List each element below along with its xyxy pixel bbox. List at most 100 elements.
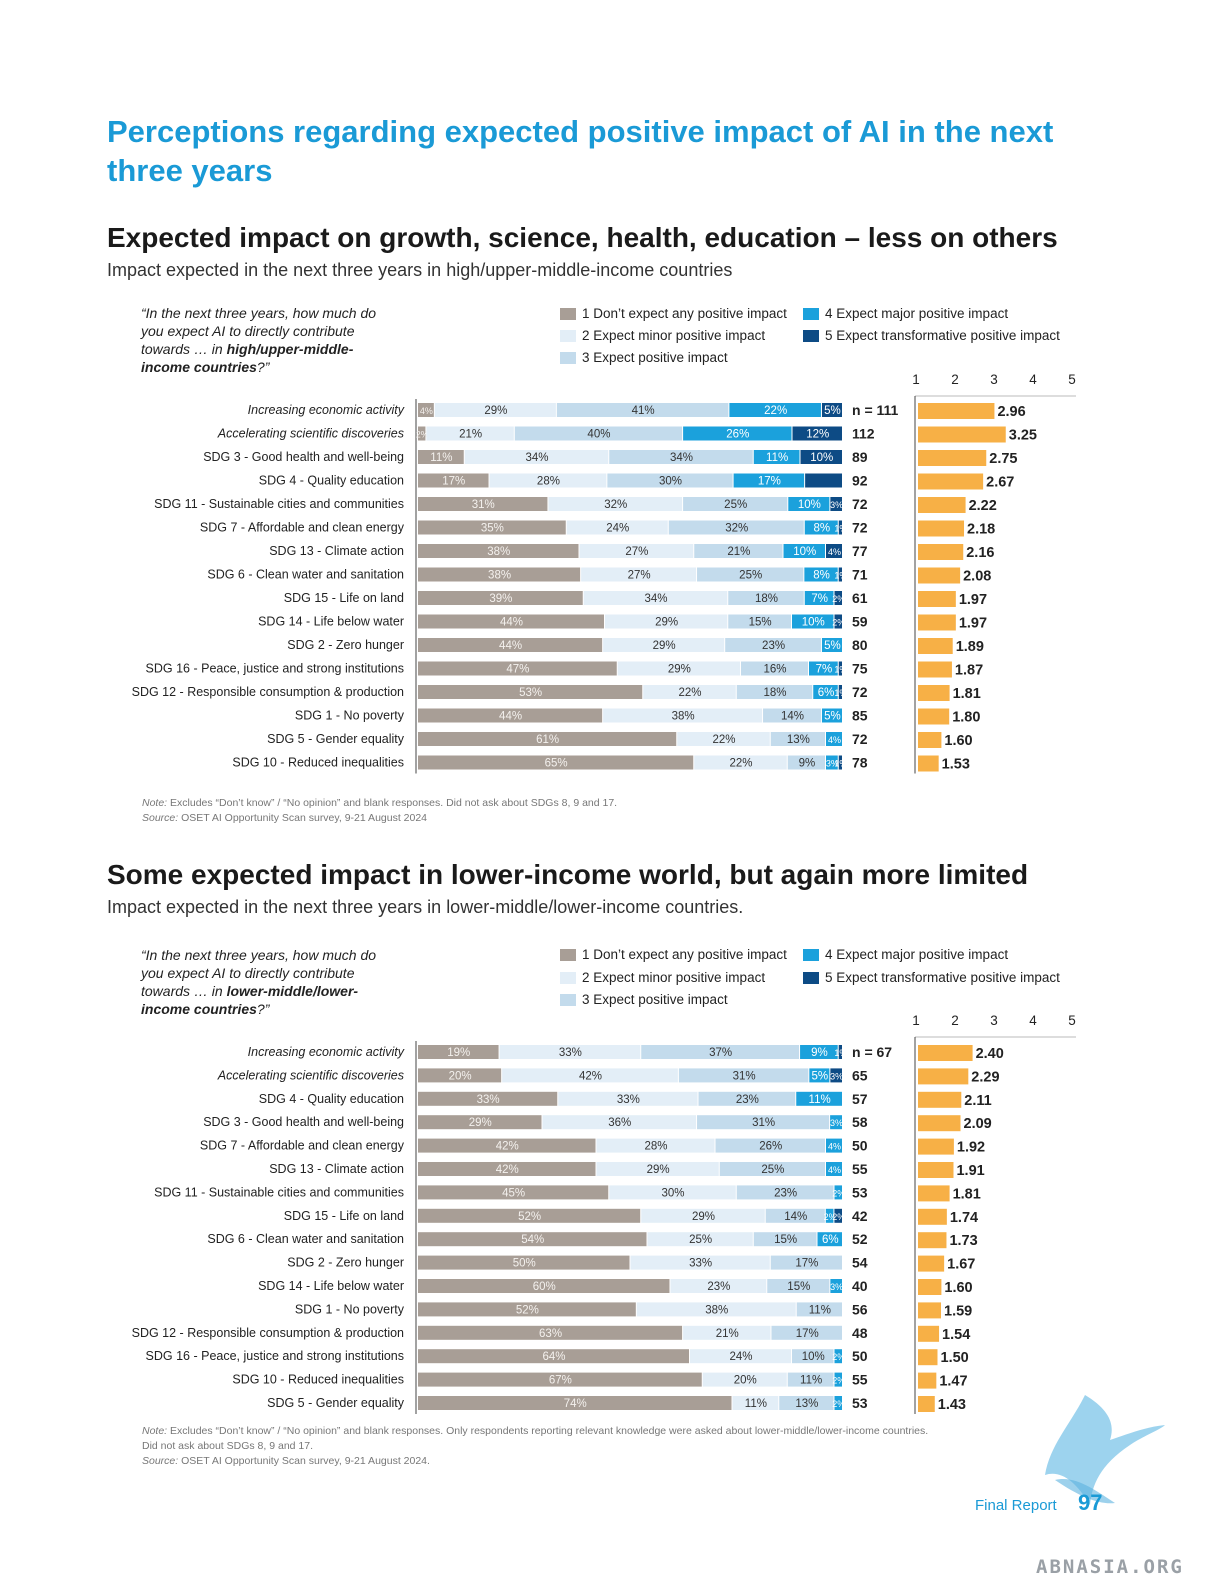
bar-value-label: 6% xyxy=(818,687,835,699)
bar-segment xyxy=(418,450,464,464)
bar-segment xyxy=(677,732,770,746)
bar-value-label: 20% xyxy=(449,1070,472,1082)
bar-segment xyxy=(596,1162,719,1176)
category-label: SDG 2 - Zero hunger xyxy=(287,1256,404,1270)
bar-value-label: 63% xyxy=(539,1328,562,1340)
bar-value-label: 8% xyxy=(813,570,830,582)
bar-value-label: 22% xyxy=(712,734,735,746)
bar-segment xyxy=(464,450,609,464)
bar-segment xyxy=(792,1349,834,1364)
bar-segment xyxy=(694,755,787,770)
mean-label: 1.60 xyxy=(944,1280,972,1296)
mean-bar xyxy=(918,520,965,537)
mean-label: 1.81 xyxy=(953,1186,981,1202)
category-label: Accelerating scientific discoveries xyxy=(217,1068,404,1082)
bar-segment xyxy=(418,661,617,676)
category-label: SDG 14 - Life below water xyxy=(258,1279,404,1293)
bar-segment xyxy=(668,520,804,535)
mean-axis-tick: 5 xyxy=(1068,1013,1076,1028)
legend-swatch-5 xyxy=(803,329,819,342)
mean-label: 3.25 xyxy=(1009,428,1037,444)
n-label: 72 xyxy=(852,731,868,747)
n-label: 75 xyxy=(852,661,868,677)
section2-note: Note: Excludes “Don’t know” / “No opinio… xyxy=(142,1425,929,1467)
bar-value-label: 52% xyxy=(516,1304,539,1316)
bar-value-label: 31% xyxy=(733,1070,756,1082)
bar-segment xyxy=(788,497,830,511)
mean-bar xyxy=(918,708,950,725)
bar-segment xyxy=(643,685,736,699)
mean-label: 2.67 xyxy=(986,475,1014,491)
mean-bar xyxy=(918,755,939,772)
bar-segment xyxy=(838,661,842,676)
bar-segment xyxy=(418,473,489,488)
mean-bar xyxy=(918,450,987,466)
bar-segment xyxy=(830,497,842,511)
mean-bar xyxy=(918,1045,973,1061)
bar-value-label: 25% xyxy=(761,1164,784,1176)
bar-value-label: 60% xyxy=(533,1281,556,1293)
bar-value-label: 15% xyxy=(774,1234,797,1246)
category-label: SDG 5 - Gender equality xyxy=(267,1396,405,1410)
bar-value-label: 40% xyxy=(587,429,610,441)
n-label: 59 xyxy=(852,614,868,630)
bar-value-label: 33% xyxy=(559,1047,582,1059)
bar-value-label: 8% xyxy=(813,523,830,535)
bar-segment xyxy=(792,426,842,441)
bar-segment xyxy=(736,1185,834,1200)
bar-segment xyxy=(418,685,643,699)
n-label: 50 xyxy=(852,1138,868,1154)
bar-value-label: 1% xyxy=(834,571,847,581)
category-label: SDG 4 - Quality education xyxy=(259,474,404,488)
bar-value-label: 20% xyxy=(734,1375,757,1387)
bar-segment xyxy=(821,403,842,417)
category-label: SDG 1 - No poverty xyxy=(295,1302,405,1316)
legend2-item-1: 1 Don’t expect any positive impact xyxy=(560,947,787,962)
bar-segment xyxy=(838,755,842,770)
n-label: n = 67 xyxy=(852,1044,892,1060)
mean-label: 1.80 xyxy=(952,710,980,726)
bar-segment xyxy=(418,1138,596,1153)
category-label: SDG 7 - Affordable and clean energy xyxy=(200,1139,405,1153)
bar-segment xyxy=(690,1349,791,1364)
legend-swatch-3 xyxy=(560,351,576,364)
mean-label: 1.91 xyxy=(956,1163,984,1179)
n-label: 56 xyxy=(852,1301,868,1317)
bar-segment xyxy=(694,544,783,558)
bar-value-label: 5% xyxy=(812,1070,829,1082)
category-label: Accelerating scientific discoveries xyxy=(217,427,404,441)
bar-segment xyxy=(792,614,834,629)
legend2-swatch-4 xyxy=(803,948,819,961)
bar-value-label: 17% xyxy=(758,476,781,488)
bar-segment xyxy=(771,1325,842,1340)
bar-value-label: 5% xyxy=(824,405,841,417)
mean-label: 1.59 xyxy=(944,1303,972,1319)
bar-value-label: 11% xyxy=(745,1398,767,1410)
mean-bar xyxy=(918,638,953,654)
mean-bar xyxy=(918,1396,935,1412)
category-label: SDG 15 - Life on land xyxy=(284,591,404,605)
bar-value-label: 30% xyxy=(659,476,682,488)
bar-segment xyxy=(641,1045,800,1059)
legend2-item-2: 2 Expect minor positive impact xyxy=(560,970,765,985)
bar-segment xyxy=(683,426,792,441)
bar-segment xyxy=(418,1372,702,1387)
mean-bar xyxy=(918,1138,954,1155)
bar-value-label: 26% xyxy=(726,429,749,441)
bar-segment xyxy=(834,591,842,605)
mean-label: 1.89 xyxy=(956,639,984,655)
bar-segment xyxy=(670,1279,767,1293)
n-label: 53 xyxy=(852,1184,868,1200)
legend-item-1: 1 Don’t expect any positive impact xyxy=(560,306,787,321)
bar-segment xyxy=(741,661,808,676)
bar-segment xyxy=(489,473,607,488)
mean-label: 1.53 xyxy=(942,757,970,773)
mean-label: 2.11 xyxy=(964,1093,991,1109)
bar-value-label: 4% xyxy=(828,1142,841,1152)
legend2-item-5: 5 Expect transformative positive impact xyxy=(803,970,1060,985)
bar-value-label: 65% xyxy=(545,758,568,770)
n-label: 72 xyxy=(852,520,868,536)
bar-segment xyxy=(779,1396,834,1410)
category-label: SDG 16 - Peace, justice and strong insti… xyxy=(146,1349,404,1363)
mean-label: 1.73 xyxy=(949,1233,977,1249)
